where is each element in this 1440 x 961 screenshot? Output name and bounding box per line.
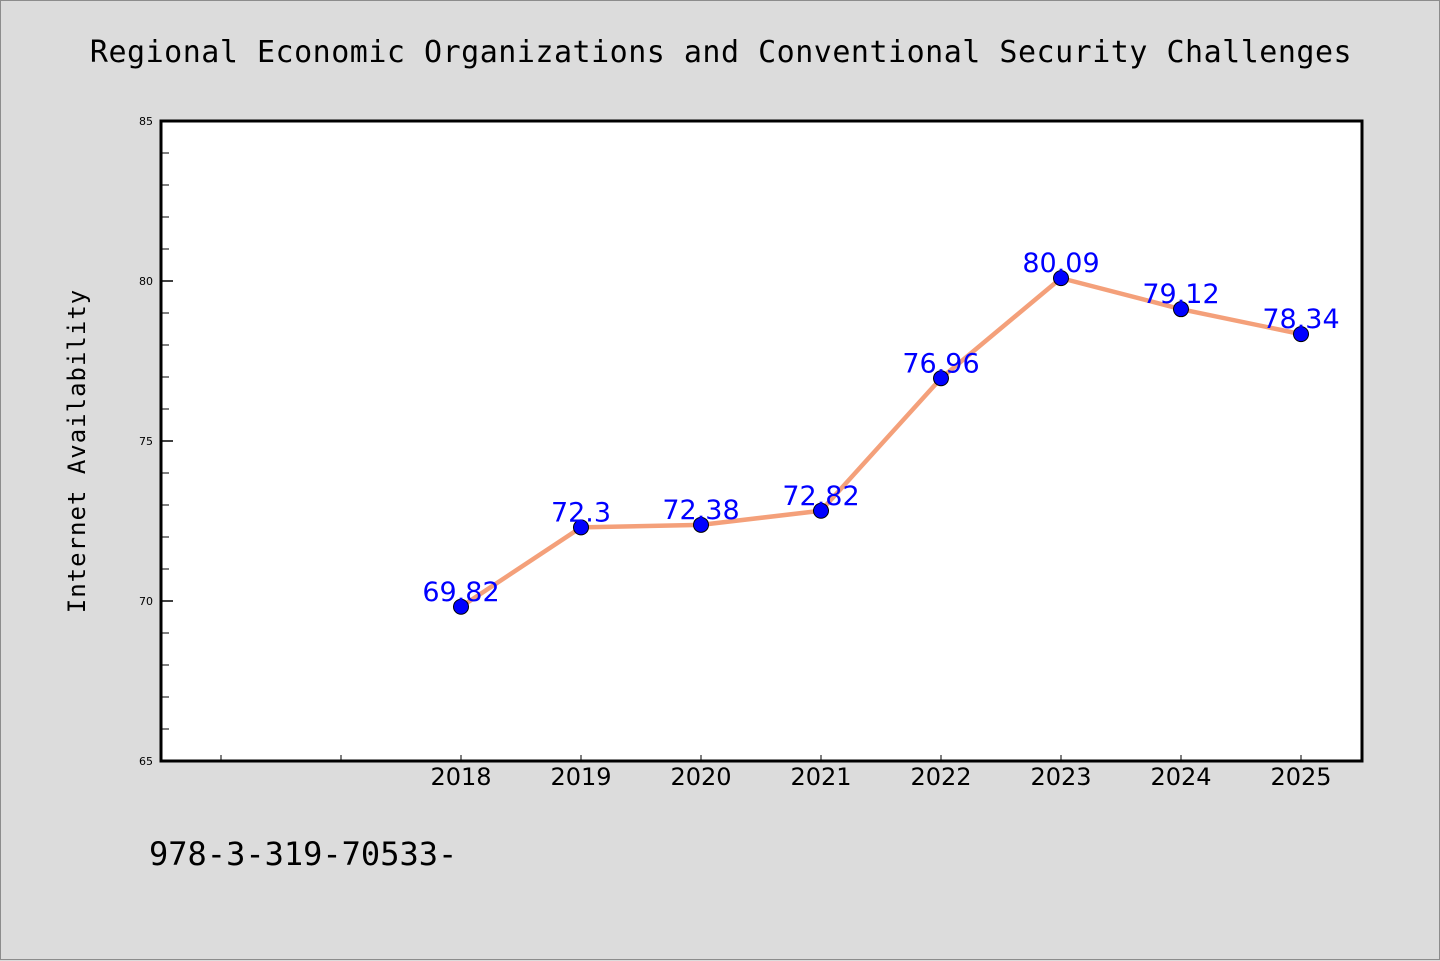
data-point bbox=[573, 519, 589, 536]
data-label: 72.82 bbox=[782, 481, 859, 512]
data-point bbox=[453, 598, 469, 615]
data-label: 78.34 bbox=[1262, 304, 1339, 335]
series-line bbox=[458, 275, 1304, 610]
x-tick-label: 2020 bbox=[670, 763, 731, 791]
series-line-group: 69.82 72.3 72.38 72.82 76.96 80.09 79.12 78.34 bbox=[422, 248, 1340, 615]
y-tick-label: 65 bbox=[139, 755, 153, 768]
data-point bbox=[1293, 326, 1309, 343]
data-label: 79.12 bbox=[1142, 279, 1219, 310]
chart-title: Regional Economic Organizations and Conv… bbox=[89, 35, 1353, 70]
data-point bbox=[933, 370, 949, 387]
data-label: 72.3 bbox=[551, 497, 611, 528]
x-tick-label: 2023 bbox=[1030, 763, 1091, 791]
data-label: 80.09 bbox=[1022, 248, 1099, 279]
data-point bbox=[1053, 270, 1069, 287]
x-tick-label: 2021 bbox=[790, 763, 851, 791]
x-tick-label: 2024 bbox=[1150, 763, 1211, 791]
x-axis: 2018 2019 2020 2021 2022 2023 2024 2025 bbox=[220, 755, 1332, 791]
y-axis: 65 70 75 80 85 bbox=[139, 115, 173, 768]
data-label: 72.38 bbox=[662, 495, 739, 526]
data-point bbox=[1173, 301, 1189, 318]
x-tick-label: 2019 bbox=[550, 763, 611, 791]
data-label: 76.96 bbox=[902, 348, 979, 379]
y-tick-label: 75 bbox=[139, 435, 153, 448]
y-tick-label: 80 bbox=[139, 275, 153, 288]
x-tick-label: 2025 bbox=[1270, 763, 1331, 791]
plot-area bbox=[159, 119, 1364, 763]
x-tick-label: 2018 bbox=[430, 763, 491, 791]
footer-code: 978-3-319-70533- bbox=[149, 835, 458, 873]
x-tick-label: 2022 bbox=[910, 763, 971, 791]
data-point bbox=[813, 502, 829, 519]
y-tick-label: 70 bbox=[139, 595, 153, 608]
data-label: 69.82 bbox=[422, 577, 499, 608]
data-point bbox=[693, 516, 709, 533]
y-tick-label: 85 bbox=[139, 115, 153, 128]
